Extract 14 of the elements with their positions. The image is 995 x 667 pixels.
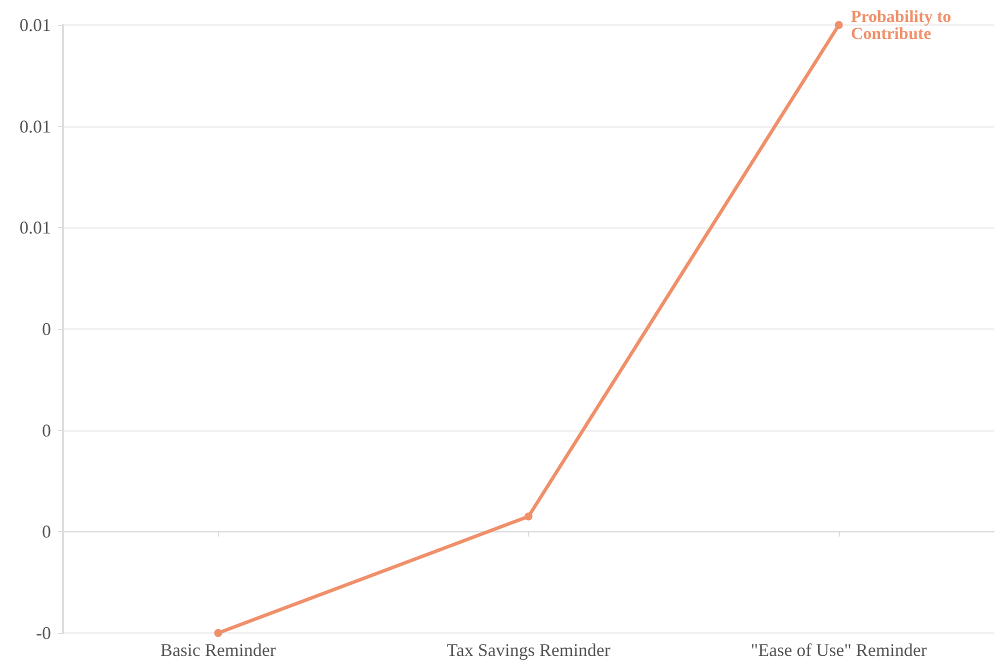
y-tick-label: 0.01 [20, 15, 51, 35]
point [524, 512, 532, 520]
series-label: Probability to Contribute [850, 7, 956, 43]
y-tick-label: 0.01 [20, 116, 51, 136]
point [214, 629, 222, 637]
x-tick-label: "Ease of Use" Reminder [750, 640, 927, 660]
y-tick-label: 0.01 [20, 218, 51, 238]
y-tick-label: -0 [36, 623, 51, 643]
x-tick-label: Tax Savings Reminder [446, 640, 610, 660]
x-tick-label: Basic Reminder [160, 640, 276, 660]
y-tick-label: 0 [42, 319, 51, 339]
y-tick-label: 0 [42, 420, 51, 440]
y-tick-label: 0 [42, 522, 51, 542]
point [834, 21, 843, 29]
